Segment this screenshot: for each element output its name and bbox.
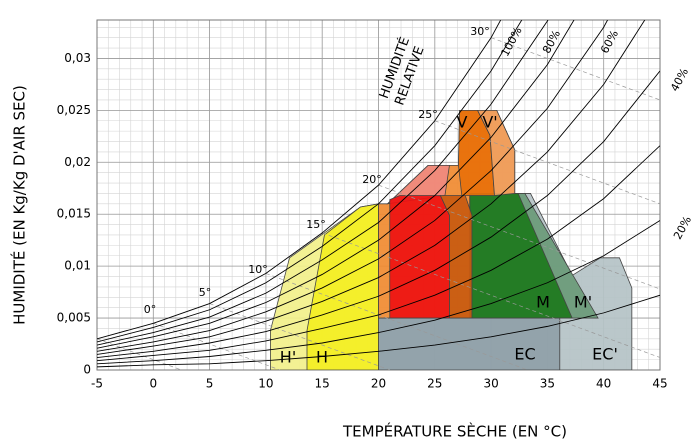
annotation: 30° [470,25,490,38]
curves [97,20,660,370]
annotation: 10° [248,263,268,276]
zone [389,195,450,319]
zone [306,203,379,370]
wet-bulb-line [378,184,660,290]
wet-bulb-line [434,120,660,205]
y-axis-title: HUMIDITÉ (EN Kg/Kg D'AIR SEC) [10,85,29,325]
y-tick-label: 0,015 [57,207,91,221]
annotation: 5° [199,286,212,299]
annotation: 15° [306,218,326,231]
zone [476,109,516,196]
x-tick-label: 30 [483,377,498,391]
rh-curve [97,145,660,362]
zone-label: EC [514,345,535,364]
rh-curve [97,20,646,355]
zone-label: V [457,113,468,132]
rh-curve [97,294,660,368]
annotation: 20° [362,173,382,186]
x-tick-label: 15 [315,377,330,391]
zone-label: EC' [592,345,618,364]
rh-curve [97,20,575,349]
x-tick-label: 45 [652,377,667,391]
y-tick-label: 0,005 [57,311,91,325]
zone-label: V' [482,113,497,132]
wet-bulb-line [322,232,660,358]
annotation: 25° [418,108,438,121]
x-tick-label: 20 [371,377,386,391]
x-tick-label: 0 [149,377,157,391]
rh-curve [97,20,502,340]
rh-curve [97,70,660,358]
rh-curve [97,20,523,343]
y-tick-label: 0 [83,363,91,377]
wet-bulb-line [97,338,182,370]
rh-curve [97,220,660,365]
x-axis-title: TEMPÉRATURE SÈCHE (EN °C) [342,422,567,441]
rh-curve [97,20,609,352]
x-tick-label: 35 [540,377,555,391]
x-tick-label: 5 [206,377,214,391]
wet-bulb-line [153,322,281,370]
y-tick-label: 0,03 [64,51,91,65]
zone-label: H' [280,348,296,367]
x-tick-label: 40 [596,377,611,391]
x-tick-label: 10 [258,377,273,391]
y-tick-label: 0,025 [57,103,91,117]
wet-bulb-line [265,273,528,370]
rh-curve [97,20,549,346]
zone-label: M [536,293,550,312]
x-tick-label: 25 [427,377,442,391]
zones [270,109,633,370]
x-tick-label: -5 [91,377,103,391]
zone-label: H [316,348,328,367]
annotation: 0° [144,303,157,316]
y-tick-label: 0,02 [64,155,91,169]
zone-label: M' [574,293,592,312]
y-tick-label: 0,01 [64,259,91,273]
